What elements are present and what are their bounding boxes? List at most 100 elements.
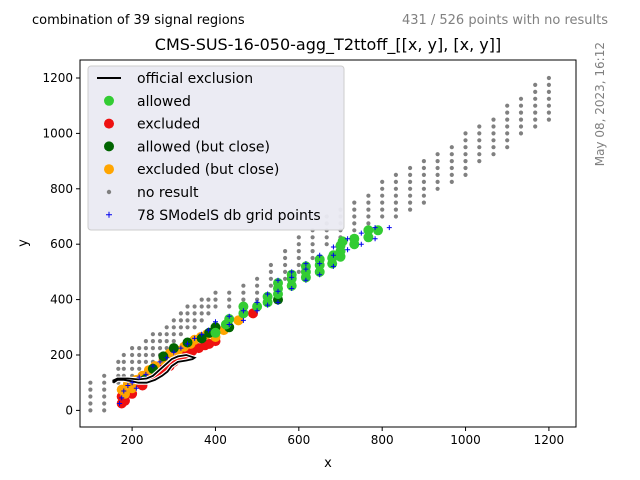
allowed-point bbox=[238, 301, 249, 312]
no-result-point bbox=[546, 82, 552, 87]
smodels-grid-point bbox=[205, 327, 211, 333]
plot-layer bbox=[88, 75, 552, 413]
no-result-point bbox=[380, 200, 385, 205]
legend-label-official: official exclusion bbox=[137, 71, 253, 87]
no-result-point bbox=[150, 339, 155, 344]
allowed-close-point bbox=[168, 343, 179, 354]
no-result-point bbox=[310, 242, 315, 247]
no-result-point bbox=[463, 165, 468, 171]
no-result-point bbox=[366, 200, 371, 205]
no-result-point bbox=[283, 249, 288, 254]
no-result-point bbox=[227, 290, 232, 295]
no-result-point bbox=[435, 179, 440, 184]
no-result-point bbox=[505, 138, 510, 143]
no-result-point bbox=[421, 179, 426, 184]
no-result-point bbox=[88, 408, 93, 413]
allowed-point bbox=[314, 254, 325, 265]
no-result-point bbox=[296, 249, 301, 254]
no-result-point bbox=[477, 138, 482, 143]
no-result-point bbox=[477, 131, 482, 136]
no-result-point bbox=[546, 89, 552, 94]
no-result-point bbox=[393, 186, 398, 191]
smodels-grid-point bbox=[265, 302, 271, 308]
no-result-point bbox=[393, 172, 398, 177]
allowed-point bbox=[363, 225, 374, 236]
no-result-point bbox=[206, 311, 211, 316]
no-result-point bbox=[171, 332, 176, 337]
official-exclusion-curve bbox=[112, 354, 197, 384]
no-result-point bbox=[505, 103, 510, 108]
no-result-point bbox=[143, 339, 148, 344]
no-result-point bbox=[477, 145, 482, 150]
no-result-point bbox=[255, 276, 260, 281]
no-result-point bbox=[268, 276, 273, 281]
smodels-grid-point bbox=[129, 380, 135, 386]
no-result-point bbox=[213, 304, 218, 309]
allowed-point bbox=[252, 301, 263, 312]
no-result-point bbox=[255, 290, 260, 295]
no-result-point bbox=[102, 401, 107, 406]
no-result-point bbox=[408, 179, 413, 184]
no-result-point bbox=[268, 262, 273, 268]
no-result-point bbox=[421, 172, 426, 177]
no-result-point bbox=[310, 255, 315, 261]
smodels-grid-point bbox=[136, 374, 142, 380]
no-result-point bbox=[150, 332, 155, 337]
no-result-point bbox=[421, 200, 426, 205]
no-result-point bbox=[283, 255, 288, 261]
x-tick-label: 600 bbox=[287, 433, 310, 447]
smodels-grid-point bbox=[317, 252, 323, 258]
smodels-grid-point bbox=[303, 266, 309, 272]
no-result-point bbox=[435, 152, 440, 157]
no-result-point bbox=[491, 145, 496, 150]
legend-swatch-grid-points bbox=[106, 211, 112, 218]
smodels-grid-point bbox=[372, 236, 378, 242]
no-result-point bbox=[241, 283, 246, 288]
smodels-grid-point bbox=[213, 319, 218, 325]
no-result-point bbox=[449, 152, 454, 157]
no-result-point bbox=[296, 269, 301, 274]
no-result-point bbox=[178, 318, 183, 323]
no-result-point bbox=[227, 297, 232, 302]
no-result-point bbox=[366, 221, 371, 226]
no-result-point bbox=[137, 359, 142, 364]
no-result-point bbox=[435, 186, 440, 191]
no-result-point bbox=[366, 214, 371, 219]
smodels-grid-point bbox=[275, 277, 281, 283]
no-result-point bbox=[185, 318, 190, 323]
no-result-point bbox=[518, 131, 524, 136]
legend-swatch-excluded bbox=[104, 118, 114, 129]
smodels-grid-point bbox=[330, 252, 336, 258]
no-result-point bbox=[408, 172, 413, 177]
no-result-point bbox=[88, 387, 93, 392]
no-result-point bbox=[157, 346, 163, 351]
no-result-point bbox=[518, 103, 524, 108]
y-tick-label: 1000 bbox=[42, 126, 73, 140]
no-result-point bbox=[421, 159, 426, 164]
allowed-point bbox=[363, 232, 374, 243]
timestamp-note: May 08, 2023, 16:12 bbox=[593, 42, 607, 166]
no-result-point bbox=[130, 352, 135, 358]
legend-label-grid-points: 78 SModelS db grid points bbox=[137, 208, 321, 224]
no-result-point bbox=[192, 304, 197, 309]
smodels-grid-point bbox=[192, 335, 198, 341]
no-result-point bbox=[449, 165, 454, 171]
x-tick-label: 400 bbox=[204, 433, 227, 447]
no-result-point bbox=[449, 172, 454, 177]
no-result-point bbox=[380, 207, 385, 212]
x-tick-label: 1200 bbox=[534, 433, 565, 447]
no-result-point bbox=[121, 359, 126, 364]
no-result-point bbox=[505, 124, 510, 129]
smodels-grid-point bbox=[143, 371, 149, 377]
no-result-point bbox=[283, 269, 288, 274]
no-result-point bbox=[171, 325, 176, 330]
no-result-point bbox=[143, 346, 148, 351]
smodels-grid-point bbox=[240, 308, 246, 314]
no-result-point bbox=[199, 297, 204, 302]
y-tick-label: 400 bbox=[50, 293, 73, 307]
no-result-point bbox=[185, 311, 190, 316]
no-result-point bbox=[408, 200, 413, 205]
no-result-point bbox=[352, 207, 357, 212]
no-result-point bbox=[505, 110, 510, 115]
no-result-point bbox=[546, 117, 552, 122]
